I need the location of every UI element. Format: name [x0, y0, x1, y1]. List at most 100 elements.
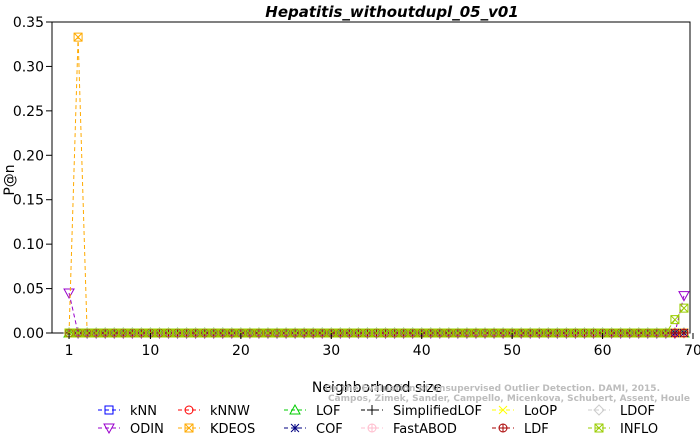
data-point	[200, 328, 210, 338]
y-tick-label: 0.35	[13, 15, 44, 31]
chart-title: Hepatitis_withoutdupl_05_v01	[265, 3, 518, 21]
data-point	[579, 328, 589, 338]
data-point	[678, 291, 690, 302]
data-point	[543, 328, 553, 338]
data-point	[552, 328, 562, 338]
legend-label: COF	[316, 422, 343, 434]
data-point	[73, 32, 83, 42]
x-tick-label: 50	[503, 343, 521, 359]
legend-marker	[184, 405, 194, 415]
y-tick-label: 0.15	[13, 193, 44, 209]
data-point	[254, 328, 264, 338]
legend-label: kNNW	[210, 404, 250, 419]
data-point	[426, 328, 436, 338]
legend-item-SimplifiedLOF: SimplifiedLOF	[361, 404, 482, 419]
x-tick-label: 1	[65, 343, 74, 359]
legend-item-FastABOD: FastABOD	[361, 422, 457, 434]
data-point	[625, 328, 635, 338]
data-point	[353, 328, 363, 338]
legend-marker	[289, 403, 301, 415]
legend-marker	[367, 423, 377, 433]
data-point	[154, 328, 164, 338]
plot-area	[51, 21, 691, 334]
data-point	[82, 328, 92, 338]
data-point	[263, 328, 273, 338]
data-point	[480, 328, 490, 338]
legend-marker	[367, 405, 377, 415]
watermark-authors: Campos, Zimek, Sander, Campello, Micenko…	[328, 394, 690, 404]
x-tick-label: 40	[413, 343, 431, 359]
data-point	[109, 328, 119, 338]
data-point	[489, 328, 499, 338]
x-tick-label: 10	[142, 343, 160, 359]
x-axis: 1 10 20 30 40 50 60 70	[65, 333, 700, 359]
data-point	[272, 328, 282, 338]
data-point	[245, 328, 255, 338]
plot-frame	[51, 21, 691, 334]
legend-item-LDF: LDF	[492, 422, 549, 434]
series-line	[68, 37, 684, 334]
legend-label: INFLO	[620, 422, 658, 434]
data-point	[652, 328, 662, 338]
data-point	[308, 328, 318, 338]
legend-label: ODIN	[130, 422, 164, 434]
watermark-citation: On the Evaluation of Unsupervised Outlie…	[325, 384, 660, 394]
series-KDEOS	[64, 32, 689, 338]
x-axis-label: Neighborhood size	[312, 380, 442, 396]
data-point	[516, 328, 526, 338]
data-point	[498, 328, 508, 338]
data-point	[290, 328, 300, 338]
legend-item-kNNW: kNNW	[178, 404, 250, 419]
data-point	[453, 328, 463, 338]
legend-item-kNN: kNN	[98, 404, 157, 419]
data-point	[534, 328, 544, 338]
series-line	[69, 307, 685, 334]
data-point	[227, 328, 237, 338]
legend-marker	[103, 423, 115, 434]
legend: kNN kNNW LOF SimplifiedLOF LoOP LDOF ODIN KDEOS…	[98, 403, 658, 434]
data-point	[344, 328, 354, 338]
data-point	[164, 328, 174, 338]
legend-label: KDEOS	[210, 422, 255, 434]
data-point	[362, 328, 372, 338]
watermark: Campos, Zimek, Sander, Campello, Micenko…	[325, 384, 690, 404]
data-point	[91, 328, 101, 338]
data-point	[525, 328, 535, 338]
legend-marker	[104, 405, 114, 415]
data-point	[661, 328, 671, 338]
data-point	[643, 328, 653, 338]
legend-label: LDOF	[620, 404, 655, 419]
legend-label: LOF	[316, 404, 341, 419]
legend-marker	[184, 423, 194, 433]
legend-item-COF: COF	[284, 422, 343, 434]
data-point	[462, 328, 472, 338]
data-point	[634, 328, 644, 338]
data-point	[607, 328, 617, 338]
data-point	[118, 328, 128, 338]
legend-label: FastABOD	[393, 422, 457, 434]
data-point	[679, 303, 689, 313]
y-tick-label: 0.25	[13, 104, 44, 120]
legend-item-ODIN: ODIN	[98, 422, 164, 434]
data-point	[173, 328, 183, 338]
data-point	[616, 328, 626, 338]
data-point	[570, 328, 580, 338]
y-tick-label: 0.00	[13, 326, 44, 342]
data-point	[127, 328, 137, 338]
series-layer	[63, 32, 690, 340]
legend-item-KDEOS: KDEOS	[178, 422, 255, 434]
x-tick-label: 70	[684, 343, 700, 359]
data-point	[589, 328, 599, 338]
data-point	[317, 328, 327, 338]
legend-item-INFLO: INFLO	[588, 422, 658, 434]
data-point	[281, 328, 291, 338]
data-point	[209, 328, 219, 338]
data-point	[73, 328, 83, 338]
data-point	[471, 328, 481, 338]
x-tick-label: 20	[232, 343, 250, 359]
data-point	[63, 288, 75, 300]
data-point	[299, 328, 309, 338]
data-point	[679, 328, 689, 338]
data-point	[191, 328, 201, 338]
y-axis-label: P@n	[2, 164, 18, 195]
